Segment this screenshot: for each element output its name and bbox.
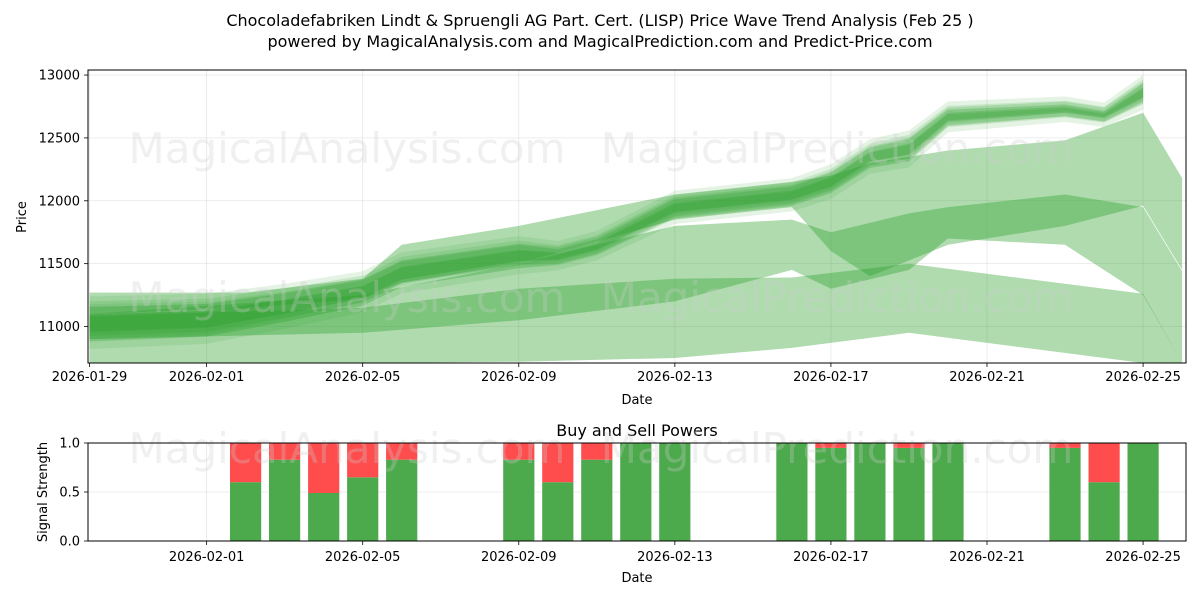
price-x-tick-label: 2026-02-21: [949, 370, 1025, 385]
price-plot-background: [88, 70, 1186, 363]
price-wave-chart: MagicalAnalysis.com MagicalPrediction.co…: [15, 69, 1187, 408]
signal-y-tick-label: 0.5: [59, 486, 80, 501]
watermark-prediction-bottom: MagicalPrediction.com: [601, 424, 1074, 473]
sell-power-bar: [1049, 443, 1081, 448]
signal-x-tick-label: 2026-02-01: [169, 550, 245, 565]
price-wave-bands: [89, 75, 1183, 363]
sell-power-bar: [581, 443, 613, 460]
price-wave-band-2: [89, 112, 1183, 314]
buy-power-bar: [776, 443, 808, 541]
price-wave-band-main-layer: [89, 81, 1144, 333]
sell-power-bar: [815, 443, 847, 448]
buy-power-bar: [230, 482, 262, 541]
price-x-tick-label: 2026-02-01: [169, 370, 245, 385]
buy-power-bar: [1127, 443, 1159, 541]
sell-power-bar: [1088, 443, 1120, 483]
price-wave-band-main-layer: [89, 88, 1144, 337]
sell-power-bar: [542, 443, 574, 483]
buy-power-bar: [1049, 447, 1081, 541]
price-y-axis-label: Price: [15, 201, 30, 233]
signal-x-tick-label: 2026-02-21: [949, 550, 1025, 565]
sell-power-bar: [308, 443, 340, 493]
watermark-prediction-mid: MagicalPrediction.com: [601, 273, 1074, 322]
buy-power-bar: [932, 443, 964, 541]
buy-power-bar: [308, 493, 340, 541]
sell-power-bar: [503, 443, 535, 460]
signal-x-tick-label: 2026-02-09: [481, 550, 557, 565]
price-y-tick-label: 11500: [39, 257, 80, 272]
watermark-analysis-bottom: MagicalAnalysis.com: [129, 424, 566, 473]
buy-sell-title: Buy and Sell Powers: [556, 421, 718, 440]
signal-x-tick-label: 2026-02-13: [637, 550, 713, 565]
signal-y-axis-label: Signal Strength: [36, 442, 51, 542]
buy-sell-chart: Buy and Sell Powers MagicalAnalysis.com …: [36, 421, 1187, 586]
price-x-tick-label: 2026-02-13: [637, 370, 713, 385]
price-wave-band-main-layer: [89, 83, 1144, 349]
price-band-group: [89, 75, 1183, 363]
price-wave-band-main-layer: [89, 75, 1144, 340]
price-x-tick-label: 2026-01-29: [52, 370, 128, 385]
price-y-tick-label: 12500: [39, 131, 80, 146]
price-grid: [88, 70, 1186, 363]
signal-y-tick-label: 0.0: [59, 535, 80, 550]
sell-power-bar: [386, 443, 418, 460]
price-x-tick-label: 2026-02-05: [325, 370, 401, 385]
signal-y-tick-label: 1.0: [59, 437, 80, 452]
sell-power-bar: [347, 443, 379, 478]
price-plot-frame: [87, 69, 1187, 364]
sell-power-bar: [269, 443, 301, 460]
watermark-prediction-top: MagicalPrediction.com: [601, 124, 1074, 173]
chart-title-line1: Chocoladefabriken Lindt & Spruengli AG P…: [226, 11, 973, 30]
sell-power-bar: [230, 443, 262, 483]
signal-axis-ticks: 2026-02-01 2026-02-05 2026-02-09 2026-02-13…: [59, 437, 1181, 566]
chart-title-line2: powered by MagicalAnalysis.com and Magic…: [267, 32, 932, 51]
price-x-tick-label: 2026-02-25: [1105, 370, 1181, 385]
watermark-analysis-mid: MagicalAnalysis.com: [129, 273, 566, 322]
price-x-tick-label: 2026-02-09: [481, 370, 557, 385]
buy-power-bar: [1088, 482, 1120, 541]
buy-power-bar: [386, 459, 418, 541]
buy-power-bar: [620, 443, 652, 541]
signal-x-tick-label: 2026-02-05: [325, 550, 401, 565]
price-y-tick-label: 12000: [39, 194, 80, 209]
buy-power-bar: [893, 447, 925, 541]
buy-power-bar: [815, 447, 847, 541]
signal-bars: [230, 443, 1159, 541]
signal-x-tick-label: 2026-02-25: [1105, 550, 1181, 565]
buy-power-bar: [347, 477, 379, 541]
price-wave-band-4: [89, 263, 1183, 363]
watermark-analysis-top: MagicalAnalysis.com: [129, 124, 566, 173]
signal-x-tick-label: 2026-02-17: [793, 550, 869, 565]
price-y-tick-label: 11000: [39, 320, 80, 335]
price-wave-band-main-layer: [89, 87, 1144, 332]
buy-power-bar: [581, 459, 613, 541]
price-wave-band-3: [89, 194, 1183, 363]
price-wave-band-main-layer: [89, 83, 1144, 342]
signal-x-axis-label: Date: [621, 571, 652, 586]
buy-power-bar: [659, 443, 691, 541]
price-x-tick-label: 2026-02-17: [793, 370, 869, 385]
buy-power-bar: [503, 459, 535, 541]
buy-power-bar: [269, 459, 301, 541]
price-axis-ticks: 2026-01-29 2026-02-01 2026-02-05 2026-02-09…: [39, 69, 1181, 385]
price-wave-band-main-layer: [89, 79, 1144, 342]
signal-plot-frame: [87, 442, 1187, 542]
price-y-tick-label: 13000: [39, 69, 80, 84]
price-x-axis-label: Date: [621, 393, 652, 408]
buy-power-bar: [854, 443, 886, 541]
buy-power-bar: [542, 482, 574, 541]
sell-power-bar: [893, 443, 925, 448]
